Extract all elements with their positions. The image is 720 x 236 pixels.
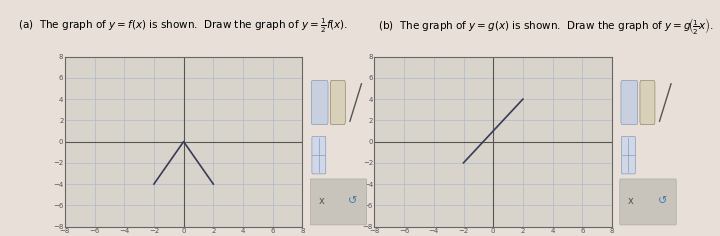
FancyBboxPatch shape xyxy=(621,136,635,174)
FancyBboxPatch shape xyxy=(640,80,655,125)
Text: ↺: ↺ xyxy=(657,196,667,206)
FancyBboxPatch shape xyxy=(312,136,325,174)
FancyBboxPatch shape xyxy=(621,80,638,125)
Text: (a)  The graph of $y=f(x)$ is shown.  Draw the graph of $y=\frac{1}{2}f(x)$.: (a) The graph of $y=f(x)$ is shown. Draw… xyxy=(18,17,348,35)
Text: ↺: ↺ xyxy=(348,196,358,206)
Text: x: x xyxy=(318,196,324,206)
Text: (b)  The graph of $y=g(x)$ is shown.  Draw the graph of $y=g\!\left(\frac{1}{2}x: (b) The graph of $y=g(x)$ is shown. Draw… xyxy=(378,16,714,36)
FancyBboxPatch shape xyxy=(620,179,676,225)
FancyBboxPatch shape xyxy=(311,80,328,125)
FancyBboxPatch shape xyxy=(330,80,346,125)
Text: x: x xyxy=(628,196,634,206)
FancyBboxPatch shape xyxy=(310,179,366,225)
